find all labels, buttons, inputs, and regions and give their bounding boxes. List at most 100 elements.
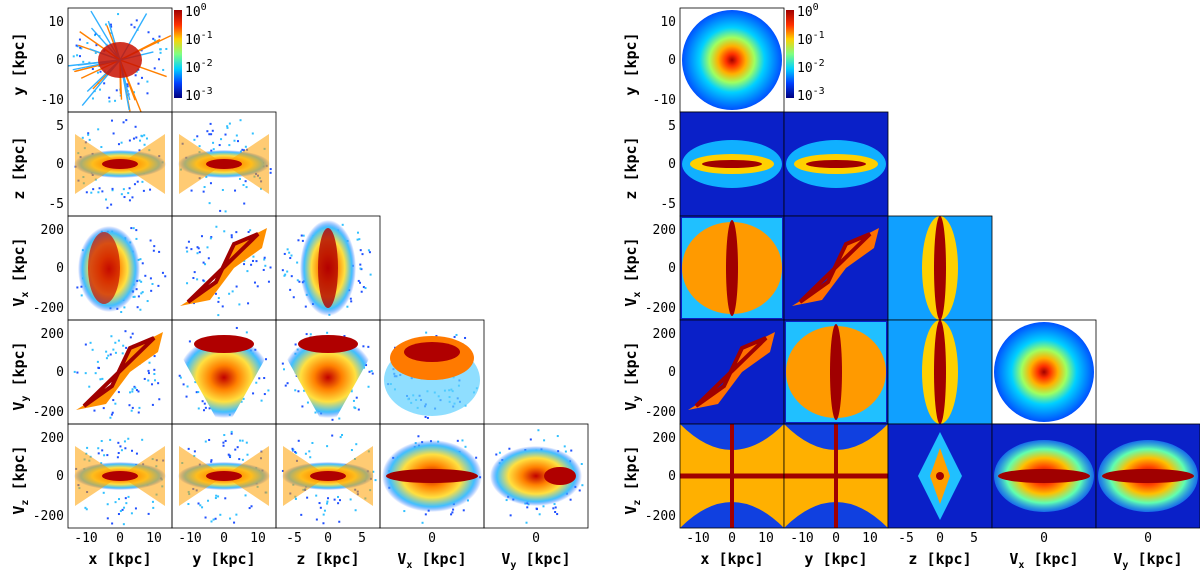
speckle-point	[97, 447, 100, 450]
speckle-point	[260, 187, 263, 190]
speckle-point	[101, 190, 104, 193]
speckle-point	[247, 302, 250, 305]
speckle-point	[106, 206, 109, 209]
speckle-point	[243, 263, 246, 266]
speckle-point	[117, 391, 120, 394]
speckle-point	[136, 180, 139, 183]
speckle-point	[139, 258, 142, 261]
speckle-point	[220, 138, 223, 141]
speckle-point	[296, 261, 299, 264]
panel-content	[281, 220, 372, 316]
speckle-point	[153, 373, 156, 376]
speckle-point	[296, 279, 299, 282]
panel-left-Vz-vs-z	[275, 423, 381, 529]
speckle-point	[117, 452, 120, 455]
colorbar-tick-right: 10-3	[797, 86, 825, 104]
speckle-point	[298, 280, 301, 283]
speckle-point	[508, 447, 511, 450]
speckle-point	[106, 454, 109, 457]
y-axis-label-left: Vz [kpc]	[10, 445, 31, 514]
y-tick-left: 0	[56, 157, 64, 172]
speckle-point	[212, 148, 215, 151]
speckle-point	[149, 239, 152, 242]
speckle-point	[154, 379, 157, 382]
speckle-point	[356, 231, 359, 234]
y-tick-left: 0	[56, 261, 64, 276]
speckle-point	[110, 335, 113, 338]
speckle-point	[204, 440, 207, 443]
speckle-point	[149, 277, 152, 280]
speckle-point	[112, 399, 115, 402]
speckle-point	[357, 408, 360, 411]
speckle-point	[292, 448, 295, 451]
speckle-point	[297, 239, 300, 242]
speckle-point	[150, 289, 153, 292]
speckle-point	[185, 246, 188, 249]
panel-left-Vz-vs-x	[67, 423, 173, 529]
speckle-point	[578, 489, 581, 492]
x-axis-label-left: z [kpc]	[296, 550, 359, 568]
speckle-point	[197, 502, 200, 505]
speckle-point	[314, 411, 317, 414]
speckle-point	[73, 370, 76, 373]
y-tick-left: -5	[48, 197, 64, 212]
speckle-point	[245, 186, 248, 189]
speckle-point	[239, 119, 242, 122]
speckle-point	[111, 522, 114, 525]
speckle-point	[88, 61, 91, 64]
speckle-point	[358, 238, 361, 241]
density-ridge	[82, 336, 156, 408]
y-tick-left: 0	[56, 53, 64, 68]
colorbar-left	[174, 10, 182, 98]
speckle-point	[146, 300, 149, 303]
y-tick-left: 200	[41, 431, 64, 446]
speckle-point	[371, 372, 374, 375]
speckle-point	[161, 271, 164, 274]
speckle-point	[128, 199, 131, 202]
speckle-point	[236, 140, 239, 143]
speckle-point	[138, 406, 141, 409]
speckle-point	[362, 286, 365, 289]
speckle-point	[197, 407, 200, 410]
speckle-point	[263, 256, 266, 259]
y-tick-right: 5	[668, 119, 676, 134]
speckle-point	[230, 236, 233, 239]
speckle-point	[210, 520, 213, 523]
speckle-point	[339, 436, 342, 439]
speckle-point	[91, 97, 94, 100]
speckle-point	[198, 251, 201, 254]
speckle-point	[244, 494, 247, 497]
panel-content	[682, 10, 782, 110]
speckle-point	[141, 291, 144, 294]
panel-content	[74, 437, 166, 526]
speckle-point	[229, 517, 232, 520]
speckle-point	[91, 348, 94, 351]
colorbar-tick-right: 10-1	[797, 30, 825, 48]
speckle-point	[243, 202, 246, 205]
speckle-point	[141, 135, 144, 138]
speckle-point	[425, 331, 428, 334]
speckle-point	[294, 389, 297, 392]
speckle-point	[218, 144, 221, 147]
speckle-point	[126, 85, 129, 88]
speckle-point	[290, 275, 293, 278]
speckle-point	[109, 438, 112, 441]
panel-content	[490, 429, 584, 524]
speckle-point	[125, 346, 128, 349]
speckle-point	[256, 285, 259, 288]
speckle-point	[104, 23, 107, 26]
panel-content	[74, 119, 166, 209]
speckle-point	[195, 391, 198, 394]
speckle-point	[283, 252, 286, 255]
speckle-point	[230, 432, 233, 435]
speckle-point	[139, 139, 142, 142]
speckle-point	[235, 231, 238, 234]
speckle-point	[244, 180, 247, 183]
speckle-point	[151, 403, 154, 406]
speckle-point	[243, 259, 246, 262]
speckle-point	[214, 497, 217, 500]
speckle-point	[203, 409, 206, 412]
speckle-point	[186, 250, 189, 253]
panel-content	[992, 424, 1096, 528]
speckle-point	[114, 99, 117, 102]
